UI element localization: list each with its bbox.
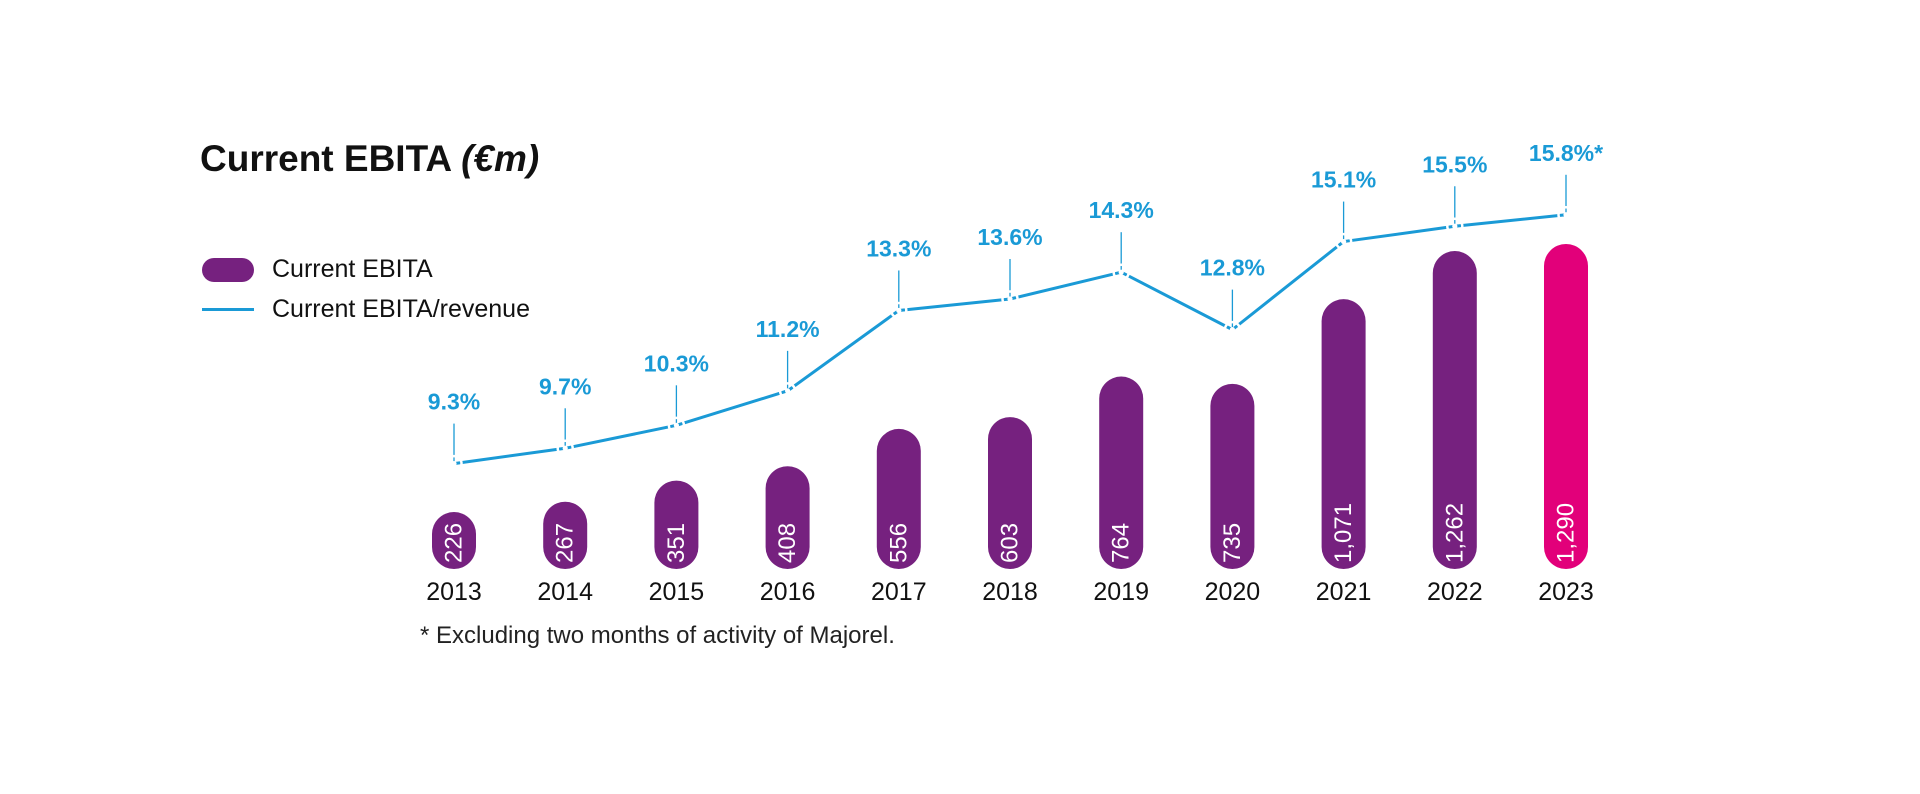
line-marker-2018 — [1007, 296, 1013, 302]
line-marker-2017 — [896, 307, 902, 314]
chart-title-text: Current EBITA — [200, 138, 451, 179]
bar-value-label-2014: 267 — [552, 523, 579, 563]
line-marker-ring-2023 — [1557, 206, 1575, 224]
bar-2015 — [654, 480, 699, 569]
ratio-label-2017: 13.3% — [866, 235, 931, 261]
ratio-label-2022: 15.5% — [1422, 151, 1487, 177]
line-marker-ring-2020 — [1223, 320, 1242, 339]
line-marker-2013 — [451, 460, 457, 467]
ratio-label-2016: 11.2% — [756, 316, 820, 342]
bar-2018 — [988, 417, 1032, 569]
ratio-label-2014: 9.7% — [539, 373, 591, 399]
legend-line-label: Current EBITA/revenue — [272, 295, 530, 323]
line-marker-ring-2013 — [445, 454, 463, 473]
line-marker-2019 — [1118, 269, 1124, 275]
x-tick-label-2019: 2019 — [1093, 578, 1149, 606]
line-marker-ring-2021 — [1334, 232, 1353, 251]
legend-item-bar: Current EBITA — [202, 255, 433, 284]
line-marker-2020 — [1229, 327, 1235, 333]
legend-bar-label: Current EBITA — [272, 255, 433, 283]
bar-2014 — [543, 501, 588, 569]
bar-value-label-2023: 1,290 — [1553, 503, 1580, 563]
x-tick-label-2020: 2020 — [1205, 578, 1261, 606]
bar-value-label-2013: 226 — [441, 523, 468, 563]
x-tick-label-2017: 2017 — [871, 578, 927, 606]
bar-value-label-2020: 735 — [1219, 523, 1246, 563]
footnote: * Excluding two months of activity of Ma… — [420, 622, 895, 649]
bar-value-label-2018: 603 — [997, 523, 1024, 563]
bar-2022 — [1432, 251, 1477, 569]
x-tick-label-2016: 2016 — [760, 578, 816, 606]
line-marker-2021 — [1341, 238, 1347, 245]
bar-2021 — [1321, 299, 1366, 569]
bar-2016 — [765, 466, 810, 569]
bar-2020 — [1210, 383, 1255, 569]
line-marker-ring-2017 — [890, 301, 908, 320]
x-tick-label-2022: 2022 — [1427, 578, 1483, 606]
x-tick-label-2014: 2014 — [537, 578, 593, 606]
bar-value-label-2015: 351 — [663, 523, 690, 563]
bar-value-label-2019: 764 — [1108, 523, 1135, 563]
bar-2013 — [432, 512, 476, 569]
x-tick-label-2013: 2013 — [426, 578, 482, 606]
x-tick-label-2023: 2023 — [1538, 578, 1594, 606]
legend-bar-swatch — [202, 257, 254, 282]
ratio-label-2015: 10.3% — [644, 350, 709, 376]
line-marker-ring-2015 — [667, 416, 686, 435]
label-group: 2013 9.3% 2014 9.7% 2015 10.3% 2016 11.2% 2017 13… — [426, 140, 1603, 606]
ratio-label-2021: 15.1% — [1311, 167, 1376, 193]
line-marker-2014 — [562, 445, 568, 451]
line-marker-2015 — [673, 422, 680, 428]
chart-title: Current EBITA (€m) — [200, 138, 539, 180]
chart-title-unit: (€m) — [461, 138, 540, 179]
bar-value-label-2017: 556 — [885, 523, 912, 563]
line-marker-2022 — [1452, 223, 1458, 229]
ratio-label-2019: 14.3% — [1089, 197, 1154, 223]
bar-2019 — [1099, 376, 1144, 569]
line-marker-2023 — [1563, 212, 1569, 218]
line-marker-ring-2016 — [778, 382, 797, 400]
line-marker-ring-2018 — [1001, 290, 1019, 308]
bar-value-label-2022: 1,262 — [1441, 503, 1468, 563]
ratio-label-2020: 12.8% — [1200, 255, 1265, 281]
bar-value-label-2016: 408 — [774, 523, 801, 563]
line-marker-ring-2014 — [556, 439, 574, 458]
ratio-label-2023: 15.8%* — [1529, 140, 1603, 166]
bar-value-label-2021: 1,071 — [1330, 503, 1357, 563]
bar-2017 — [876, 428, 921, 569]
x-tick-label-2018: 2018 — [982, 578, 1038, 606]
x-tick-label-2015: 2015 — [649, 578, 705, 606]
legend-line-swatch — [202, 308, 254, 311]
line-group — [445, 206, 1575, 473]
bar-group: 226 267 351 408 556 603 764 735 1,071 1,262 1,290 — [432, 244, 1588, 569]
line-marker-ring-2019 — [1112, 263, 1130, 281]
x-tick-label-2021: 2021 — [1316, 578, 1372, 606]
legend-item-line: Current EBITA/revenue — [202, 295, 530, 324]
line-marker-2016 — [785, 388, 791, 394]
ratio-label-2013: 9.3% — [428, 389, 480, 415]
bar-2023 — [1544, 244, 1588, 569]
line-marker-ring-2022 — [1446, 217, 1464, 236]
ratio-label-2018: 13.6% — [977, 224, 1042, 250]
